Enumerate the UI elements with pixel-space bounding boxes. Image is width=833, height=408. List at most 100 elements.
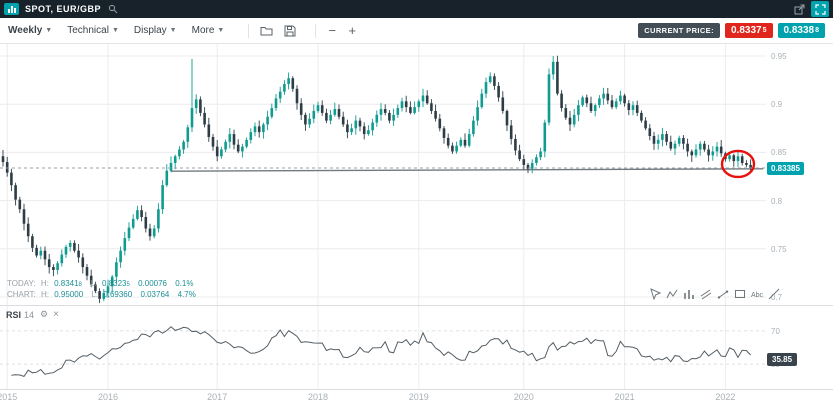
candle-body <box>228 134 232 142</box>
candle-body <box>60 254 64 264</box>
candle-body <box>547 74 551 123</box>
price-tick-label: 0.8 <box>771 196 783 206</box>
candle-body <box>169 163 173 171</box>
year-label: 2022 <box>715 392 736 402</box>
channel-tool-icon[interactable] <box>699 287 713 301</box>
candle-body <box>631 105 635 111</box>
candle-body <box>501 97 505 111</box>
zoom-in-button[interactable]: + <box>345 23 359 38</box>
timeframe-menu[interactable]: Weekly ▼ <box>8 25 52 36</box>
candle-body <box>56 263 59 270</box>
candle-body <box>543 122 547 152</box>
trendline-tool-icon[interactable] <box>767 287 781 301</box>
candle-body <box>623 95 626 104</box>
candle-body <box>270 108 274 117</box>
candle-body <box>522 159 526 165</box>
time-axis: 2015 2016 2017 2018 2019 2020 2021 2022 <box>0 390 766 406</box>
main-chart[interactable] <box>0 44 766 306</box>
zoom-out-button[interactable]: − <box>325 23 339 38</box>
candle-body <box>178 149 181 157</box>
candle-body <box>719 146 723 154</box>
candle-body <box>593 105 597 111</box>
candle-body <box>211 136 215 147</box>
candle-body <box>64 246 68 255</box>
sell-price-fraction: 5 <box>762 27 767 34</box>
candle-body <box>341 116 345 125</box>
support-trendline <box>170 168 764 172</box>
candle-body <box>745 163 748 165</box>
panel-divider <box>0 389 833 390</box>
candle-body <box>686 143 689 152</box>
candle-body <box>677 137 681 144</box>
candle-body <box>245 139 248 147</box>
buy-price-fraction: 8 <box>815 27 819 34</box>
cursor-tool-icon[interactable] <box>648 287 662 301</box>
rectangle-tool-icon[interactable] <box>733 287 747 301</box>
candle-body <box>14 185 17 200</box>
year-label: 2019 <box>408 392 429 402</box>
rsi-settings-icon[interactable]: ⚙ <box>40 309 49 319</box>
candle-body <box>480 93 484 108</box>
candle-body <box>77 250 80 258</box>
candle-body <box>346 124 349 133</box>
popout-button[interactable] <box>791 2 807 16</box>
candle-body <box>266 116 269 125</box>
rsi-chart[interactable] <box>0 306 766 389</box>
breakout-circle-annotation <box>720 149 756 179</box>
candle-body <box>262 124 265 133</box>
candle-body <box>18 199 22 210</box>
candle-body <box>514 138 517 151</box>
polyline-tool-icon[interactable] <box>665 287 679 301</box>
rsi-close-icon[interactable]: × <box>53 308 59 320</box>
candle-body <box>224 141 227 150</box>
chart-high-value: 0.95000 <box>54 290 84 299</box>
candle-body <box>148 228 152 237</box>
price-tick-label: 0.95 <box>771 52 787 62</box>
candle-body <box>249 132 253 140</box>
candle-body <box>73 242 76 251</box>
technical-menu[interactable]: Technical ▼ <box>67 25 119 36</box>
rsi-line <box>11 326 751 377</box>
open-chart-button[interactable] <box>258 23 274 39</box>
low-label: L: <box>90 279 97 288</box>
more-menu[interactable]: More ▼ <box>192 25 225 36</box>
expand-button[interactable] <box>811 1 829 17</box>
candle-body <box>215 146 219 157</box>
sell-price-button[interactable]: 0.8337 5 <box>725 23 773 38</box>
timeframe-menu-label: Weekly <box>8 25 43 36</box>
toolbar-separator <box>315 23 317 38</box>
candle-body <box>690 151 694 156</box>
ray-tool-icon[interactable] <box>716 287 730 301</box>
candle-body <box>165 170 169 186</box>
year-label: 2018 <box>307 392 329 402</box>
candle-body <box>619 95 622 102</box>
today-high-value: 0.83418 <box>54 279 82 288</box>
candle-body <box>585 97 589 104</box>
year-label: 2015 <box>0 392 18 402</box>
candle-body <box>530 163 534 169</box>
save-chart-button[interactable] <box>282 23 298 39</box>
candle-body <box>354 120 358 129</box>
candle-body <box>312 110 316 119</box>
candle-body <box>648 128 652 137</box>
candle-body <box>362 126 366 135</box>
candle-body <box>728 155 731 160</box>
high-label: H: <box>40 279 49 288</box>
candle-body <box>665 134 668 142</box>
candle-body <box>715 146 719 152</box>
text-tool-icon[interactable]: Abc <box>750 287 764 301</box>
current-price-label: CURRENT PRICE: <box>638 23 720 38</box>
display-menu[interactable]: Display ▼ <box>134 25 177 36</box>
year-label: 2017 <box>207 392 228 402</box>
candle-body <box>518 150 521 160</box>
candle-body <box>577 105 580 115</box>
buy-price-button[interactable]: 0.8338 8 <box>777 23 825 38</box>
candle-body <box>539 151 542 158</box>
candle-body <box>199 99 202 113</box>
search-icon[interactable] <box>108 4 118 14</box>
candle-body <box>350 128 353 133</box>
chart-type-tool-icon[interactable] <box>682 287 696 301</box>
candle-body <box>673 143 677 149</box>
candle-body <box>551 61 555 75</box>
